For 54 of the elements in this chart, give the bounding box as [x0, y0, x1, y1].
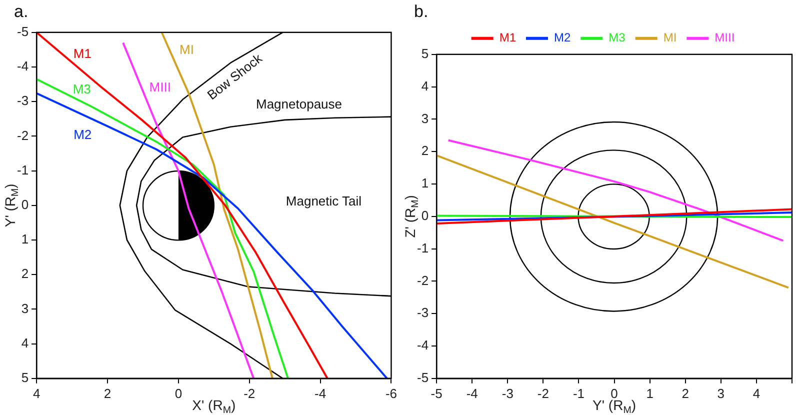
series-label: M1: [73, 46, 92, 61]
x-tick-label: -2: [537, 386, 549, 401]
legend-label: M1: [499, 30, 516, 45]
x-tick-label: -1: [572, 386, 585, 401]
x-tick-label: 1: [646, 386, 654, 401]
legend-label: MI: [663, 30, 677, 45]
y-tick-label: -5: [16, 24, 29, 39]
x-tick-label: -4: [314, 386, 326, 401]
y-tick-label: -1: [416, 240, 429, 256]
y-tick-label: -4: [16, 58, 29, 74]
chart-title: a.: [14, 2, 28, 21]
y-tick-label: 5: [421, 46, 429, 61]
y-tick-label: 1: [21, 232, 29, 247]
legend-label: MIII: [714, 30, 735, 45]
series-label: M2: [74, 126, 92, 142]
y-tick-label: 2: [21, 266, 29, 282]
x-tick-label: -3: [502, 386, 514, 401]
chart-title: b.: [414, 2, 428, 21]
series-label: MIII: [149, 79, 171, 94]
y-tick-label: 4: [21, 335, 29, 350]
y-tick-label: 5: [21, 370, 29, 385]
y-tick-label: -2: [416, 272, 429, 288]
x-tick-label: 4: [32, 386, 40, 401]
y-axis-title: Z' (RM): [402, 195, 421, 238]
annotation: Magnetic Tail: [286, 194, 362, 209]
y-tick-label: 3: [421, 110, 429, 126]
x-tick-label: 2: [682, 386, 689, 401]
x-tick-label: -6: [385, 386, 397, 401]
x-tick-label: -5: [430, 386, 442, 401]
y-tick-label: 1: [421, 176, 429, 191]
y-tick-label: -4: [416, 338, 429, 353]
x-tick-label: -2: [244, 386, 256, 401]
x-tick-label: 2: [104, 386, 112, 401]
x-tick-label: -4: [466, 386, 478, 401]
y-tick-label: 4: [421, 78, 429, 94]
y-tick-label: 3: [21, 300, 29, 316]
x-tick-label: 0: [174, 386, 182, 401]
y-tick-label: -2: [16, 128, 29, 143]
y-axis-title: Y' (RM): [2, 184, 21, 228]
y-tick-label: -5: [416, 370, 429, 385]
y-tick-label: 0: [21, 196, 29, 212]
y-tick-label: 2: [421, 143, 429, 158]
x-tick-label: 4: [752, 386, 760, 401]
y-tick-label: 0: [421, 208, 429, 223]
annotation: Magnetopause: [256, 96, 342, 112]
legend-label: M3: [608, 30, 626, 45]
y-tick-label: -1: [16, 162, 29, 178]
y-tick-label: -3: [16, 93, 29, 108]
series-label: M3: [72, 81, 91, 96]
y-tick-label: -3: [416, 305, 429, 320]
x-tick-label: 3: [717, 386, 725, 401]
legend-label: M2: [554, 30, 571, 45]
x-tick-label: 0: [610, 386, 618, 401]
series-label: MI: [180, 42, 194, 57]
